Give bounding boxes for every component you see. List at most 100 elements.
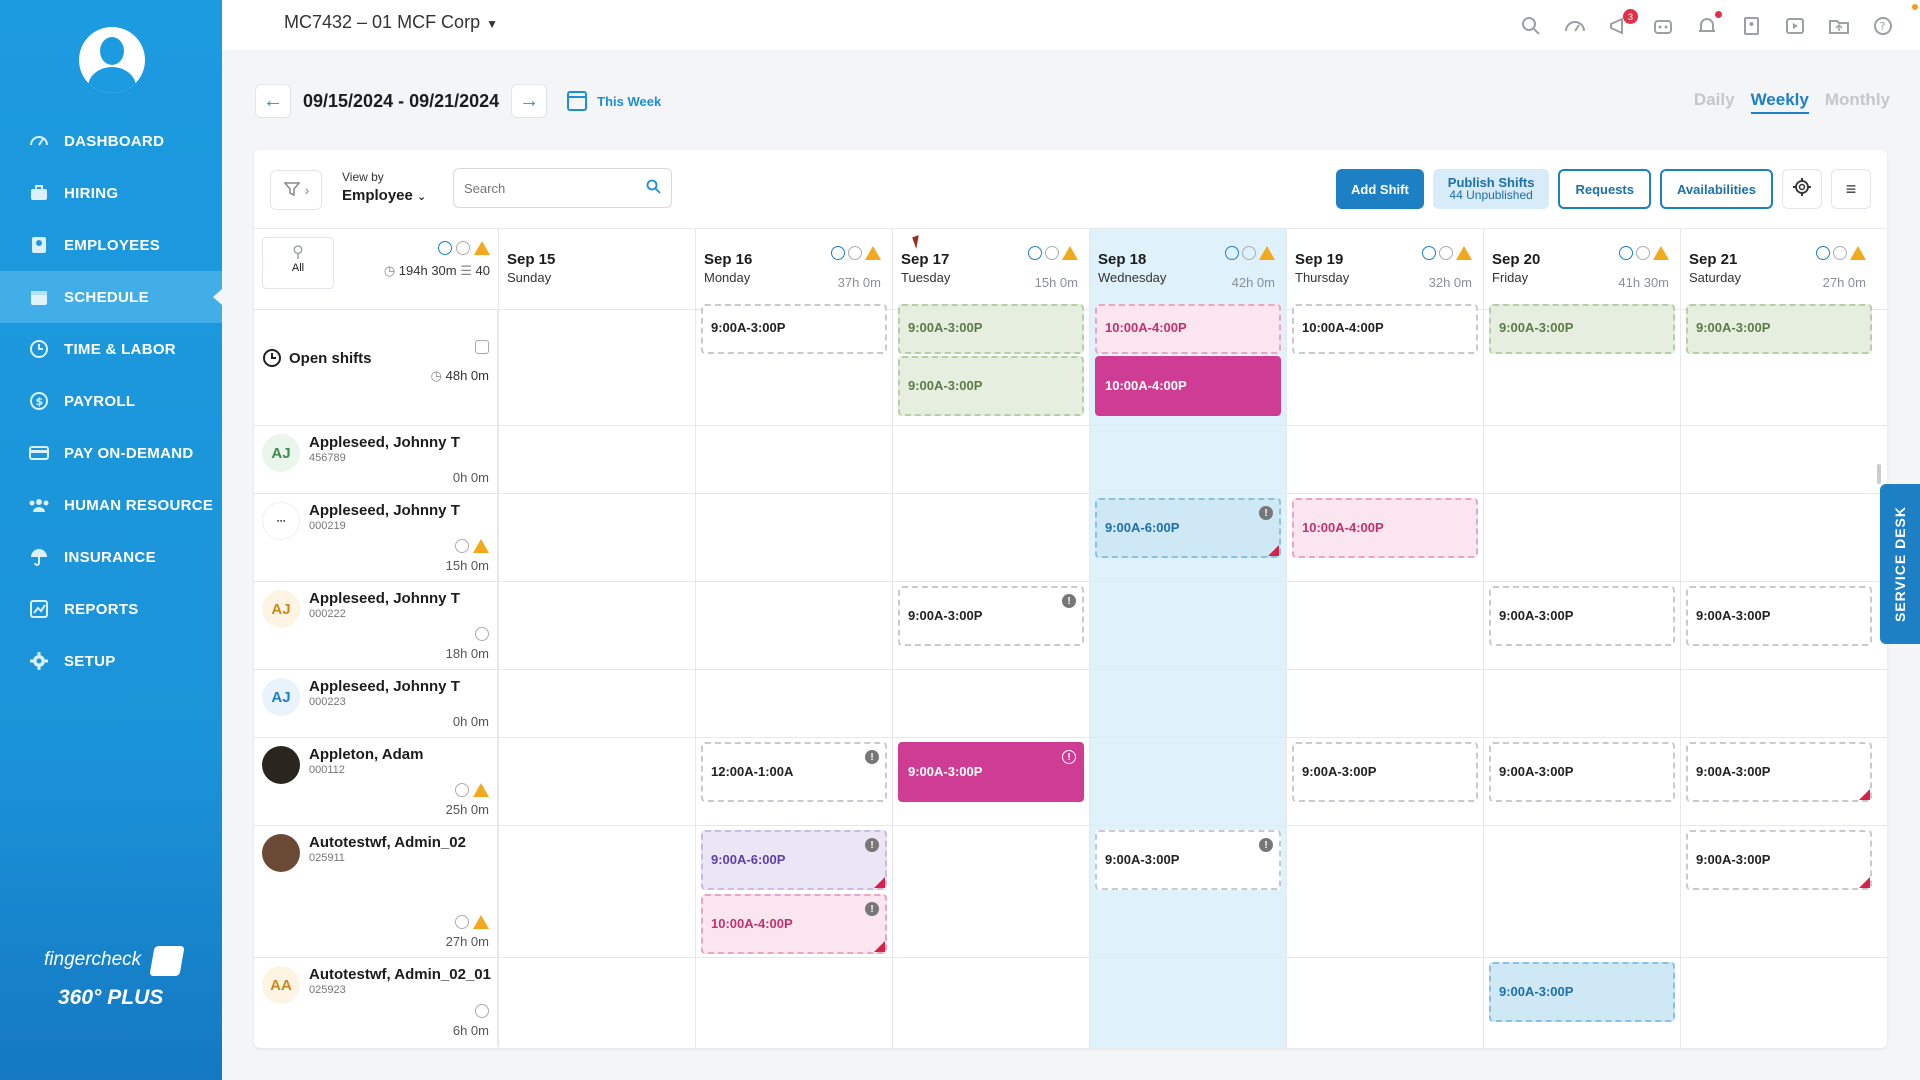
shift-card[interactable]: 9:00A-3:00P <box>1292 742 1478 802</box>
this-week-button[interactable]: This Week <box>567 91 661 111</box>
shift-card[interactable]: 9:00A-3:00P! <box>898 586 1084 646</box>
sidebar-item-label: INSURANCE <box>64 548 156 566</box>
company-selector[interactable]: MC7432 – 01 MCF Corp ▼ <box>284 12 498 33</box>
employee-id: 000222 <box>309 608 346 620</box>
open-shift-card[interactable]: 9:00A-3:00P <box>1489 304 1675 354</box>
info-icon: ! <box>865 902 879 916</box>
folder-upload-icon[interactable] <box>1826 13 1852 39</box>
briefcase-icon <box>28 182 50 204</box>
sidebar-item-schedule[interactable]: SCHEDULE <box>0 271 222 323</box>
employee-cell[interactable]: AJ Appleseed, Johnny T 000223 0h 0m <box>254 670 498 737</box>
shift-card[interactable]: 9:00A-6:00P! <box>1095 498 1281 558</box>
shift-card[interactable]: 9:00A-3:00P <box>1489 586 1675 646</box>
search-input[interactable] <box>464 180 646 196</box>
employee-name: Appleseed, Johnny T <box>309 434 460 451</box>
service-desk-label: SERVICE DESK <box>1892 506 1908 622</box>
contact-book-icon[interactable] <box>1738 13 1764 39</box>
shift-card[interactable]: 9:00A-3:00P <box>1489 742 1675 802</box>
user-avatar[interactable] <box>79 27 145 93</box>
shift-card[interactable]: 9:00A-3:00P <box>1686 830 1872 890</box>
shift-card[interactable]: 9:00A-3:00P! <box>1095 830 1281 890</box>
sidebar-item-setup[interactable]: SETUP <box>0 635 222 687</box>
shift-card[interactable]: 9:00A-3:00P <box>1489 962 1675 1022</box>
employee-cell[interactable]: ⋯ Appleseed, Johnny T 000219 15h 0m <box>254 494 498 581</box>
sidebar-item-time-labor[interactable]: TIME & LABOR <box>0 323 222 375</box>
sidebar-item-pay-on-demand[interactable]: PAY ON-DEMAND <box>0 427 222 479</box>
funnel-icon <box>283 180 301 201</box>
clock-icon <box>262 348 282 373</box>
chart-icon <box>28 598 50 620</box>
unpublished-marker <box>874 941 885 952</box>
open-shift-card[interactable]: 10:00A-4:00P <box>1095 356 1281 416</box>
sidebar-nav: DASHBOARD HIRING EMPLOYEES SCHEDULE TIME… <box>0 115 222 687</box>
employee-name: Appleseed, Johnny T <box>309 590 460 607</box>
sidebar-item-human-resource[interactable]: HUMAN RESOURCE <box>0 479 222 531</box>
video-play-icon[interactable] <box>1782 13 1808 39</box>
day-weekday: Thursday <box>1295 270 1350 285</box>
day-weekday: Sunday <box>507 270 552 285</box>
sidebar-item-reports[interactable]: REPORTS <box>0 583 222 635</box>
add-shift-button[interactable]: Add Shift <box>1336 169 1424 209</box>
open-shift-card[interactable]: 10:00A-4:00P <box>1292 304 1478 354</box>
speedometer-icon[interactable] <box>1562 13 1588 39</box>
employee-cell[interactable]: AA Autotestwf, Admin_02_01 025923 6h 0m <box>254 958 498 1046</box>
open-shift-card[interactable]: 9:00A-3:00P <box>701 304 887 354</box>
day-hours: 15h 0m <box>1034 275 1078 290</box>
sidebar-item-insurance[interactable]: INSURANCE <box>0 531 222 583</box>
all-filter-button[interactable]: ⚲ All <box>262 237 334 289</box>
open-shift-card[interactable]: 10:00A-4:00P <box>1095 304 1281 354</box>
shift-card[interactable]: 9:00A-3:00P <box>1686 586 1872 646</box>
settings-button[interactable] <box>1782 169 1822 209</box>
unpublished-marker <box>1268 545 1279 556</box>
shift-card[interactable]: 9:00A-6:00P! <box>701 830 887 890</box>
shift-card[interactable]: 10:00A-4:00P! <box>701 894 887 954</box>
publish-shifts-button[interactable]: Publish Shifts 44 Unpublished <box>1432 169 1550 209</box>
tab-daily[interactable]: Daily <box>1693 90 1735 109</box>
shift-time: 9:00A-3:00P <box>1696 320 1771 335</box>
scrollbar[interactable] <box>1877 464 1881 484</box>
next-week-button[interactable]: → <box>511 84 548 118</box>
requests-button[interactable]: Requests <box>1558 169 1651 209</box>
sidebar-item-payroll[interactable]: $ PAYROLL <box>0 375 222 427</box>
copy-icon[interactable] <box>475 340 489 354</box>
menu-button[interactable]: ≡ <box>1831 169 1871 209</box>
shift-card[interactable]: 12:00A-1:00A! <box>701 742 887 802</box>
open-shift-card[interactable]: 9:00A-3:00P <box>1686 304 1872 354</box>
shift-time: 10:00A-4:00P <box>1302 520 1384 535</box>
service-desk-tab[interactable]: SERVICE DESK <box>1880 484 1920 644</box>
employee-cell[interactable]: AJ Appleseed, Johnny T 456789 0h 0m <box>254 426 498 493</box>
search-icon[interactable] <box>646 179 661 198</box>
sidebar-item-dashboard[interactable]: DASHBOARD <box>0 115 222 167</box>
tab-monthly[interactable]: Monthly <box>1824 90 1890 109</box>
sidebar-item-label: HUMAN RESOURCE <box>64 496 214 514</box>
shift-card[interactable]: 9:00A-3:00P! <box>898 742 1084 802</box>
shift-time: 9:00A-3:00P <box>908 320 983 335</box>
shift-time: 10:00A-4:00P <box>711 916 793 931</box>
tab-weekly[interactable]: Weekly <box>1750 90 1809 114</box>
filter-button[interactable]: › <box>270 170 322 210</box>
search-icon[interactable] <box>1518 13 1544 39</box>
sidebar-item-label: TIME & LABOR <box>64 340 176 358</box>
employee-cell[interactable]: Appleton, Adam 000112 25h 0m <box>254 738 498 825</box>
bell-icon[interactable] <box>1694 11 1722 39</box>
warning-icon <box>473 783 489 797</box>
employee-cell[interactable]: Autotestwf, Admin_02 025911 27h 0m <box>254 826 498 957</box>
previous-week-button[interactable]: ← <box>255 84 291 118</box>
sidebar-item-label: EMPLOYEES <box>64 236 161 254</box>
sidebar-item-hiring[interactable]: HIRING <box>0 167 222 219</box>
open-shift-card[interactable]: 9:00A-3:00P <box>898 356 1084 416</box>
megaphone-icon[interactable]: 3 <box>1606 9 1638 39</box>
shift-card[interactable]: 9:00A-3:00P <box>1686 742 1872 802</box>
clock-icon <box>1225 246 1239 260</box>
shift-time: 10:00A-4:00P <box>1105 378 1187 393</box>
employee-cell[interactable]: AJ Appleseed, Johnny T 000222 18h 0m <box>254 582 498 669</box>
gear-icon <box>28 650 50 672</box>
shift-card[interactable]: 10:00A-4:00P <box>1292 498 1478 558</box>
availabilities-button[interactable]: Availabilities <box>1660 169 1773 209</box>
open-shift-card[interactable]: 9:00A-3:00P <box>898 304 1084 354</box>
help-icon[interactable]: ? <box>1870 13 1896 39</box>
robot-icon[interactable] <box>1650 13 1676 39</box>
sidebar-item-employees[interactable]: EMPLOYEES <box>0 219 222 271</box>
view-by-selector[interactable]: View by Employee ⌄ <box>342 170 426 204</box>
employee-hours: 27h 0m <box>445 934 489 949</box>
